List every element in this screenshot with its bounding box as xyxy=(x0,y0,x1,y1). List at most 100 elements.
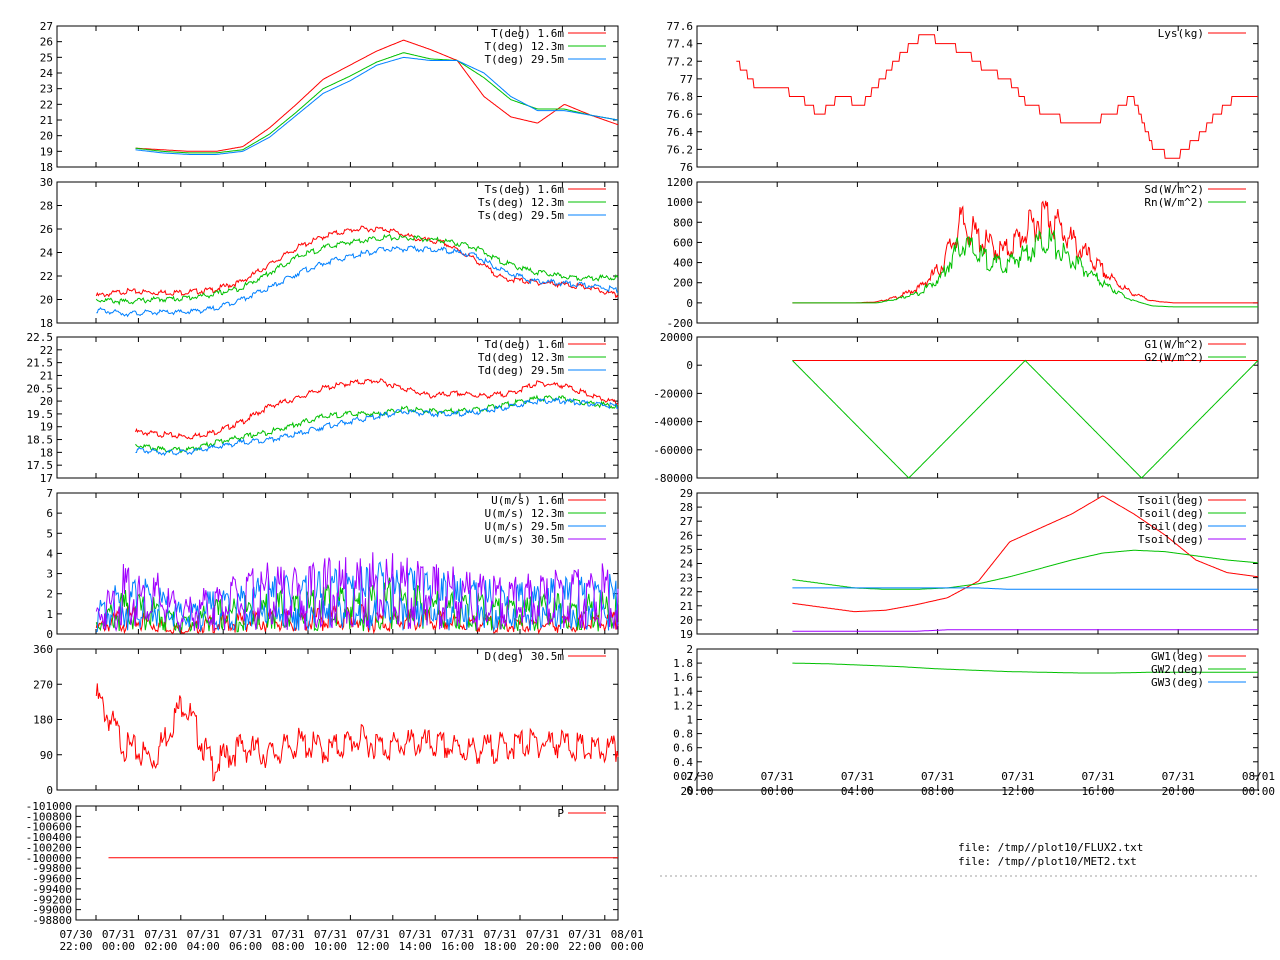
y-tick-label: 24 xyxy=(680,558,694,571)
panel-t: 27 26 25 24 23 22 21 20 19 18 T(deg) 1.6mT(deg) 12… xyxy=(40,20,619,174)
y-tick-label: 22.5 xyxy=(27,331,54,344)
x-tick-date: 07/31 xyxy=(229,928,262,941)
y-tick-label: 25 xyxy=(680,543,693,556)
y-tick-label: 22 xyxy=(40,344,53,357)
y-tick-label: 200 xyxy=(673,277,693,290)
legend-label: GW1(deg) xyxy=(1151,650,1204,663)
legend-label: Rn(W/m^2) xyxy=(1144,196,1204,209)
x-tick-time: 08:00 xyxy=(271,940,304,953)
y-tick-label: 1.6 xyxy=(673,671,693,684)
y-tick-label: 20 xyxy=(680,614,693,627)
series-line-ts-1 xyxy=(95,233,619,306)
x-tick-time: 18:00 xyxy=(483,940,516,953)
y-tick-label: 20 xyxy=(40,130,53,143)
y-tick-label: 0 xyxy=(46,784,53,797)
plot-frame xyxy=(56,648,619,791)
x-tick-date: 07/31 xyxy=(399,928,432,941)
legend-label: Tsoil(deg) xyxy=(1138,520,1204,533)
legend-label: Tsoil(deg) xyxy=(1138,494,1204,507)
series-line-td-1 xyxy=(135,394,619,454)
y-tick-label: 18 xyxy=(40,446,53,459)
y-tick-label: 0 xyxy=(686,784,693,797)
x-tick-time: 14:00 xyxy=(399,940,432,953)
y-tick-label: 1.4 xyxy=(673,685,693,698)
file-label-met: file: /tmp//plot10/MET2.txt xyxy=(958,855,1137,868)
series-line-u-3 xyxy=(95,552,619,632)
series-line-td-2 xyxy=(135,397,619,457)
series-line-ts-2 xyxy=(96,245,619,318)
legend-label: T(deg) 1.6m xyxy=(491,27,564,40)
y-tick-label: 90 xyxy=(40,749,53,762)
x-tick-date: 07/31 xyxy=(1001,770,1034,783)
series-line-rad-1 xyxy=(792,227,1258,308)
series-line-lys-0 xyxy=(736,34,1258,159)
legend-label: Td(deg) 29.5m xyxy=(478,364,564,377)
y-tick-label: 3 xyxy=(46,568,53,581)
y-tick-label: 27 xyxy=(680,515,693,528)
y-tick-label: -99000 xyxy=(32,904,72,917)
y-tick-label: 400 xyxy=(673,257,693,270)
panel-u: 7 6 5 4 3 2 1 0 U(m/s) 1.6mU(m/s) 12.3mU(m/s) 29… xyxy=(46,487,619,641)
y-tick-label: 77.6 xyxy=(667,20,694,33)
legend-label: Td(deg) 12.3m xyxy=(478,351,564,364)
y-tick-label: 21.5 xyxy=(27,357,54,370)
x-tick-date: 07/31 xyxy=(102,928,135,941)
x-tick-date: 07/31 xyxy=(1081,770,1114,783)
x-tick-time: 04:00 xyxy=(841,785,874,798)
legend-label: GW2(deg) xyxy=(1151,663,1204,676)
y-tick-label: 17.5 xyxy=(27,459,54,472)
y-tick-label: 1 xyxy=(686,714,693,727)
panel-lys: 77.6 77.4 77.2 77 76.8 76.6 76.4 76.2 76 Lys(kg) xyxy=(667,20,1259,174)
legend-label: Tsoil(deg) xyxy=(1138,533,1204,546)
panel-g: 20000 0 -20000 -40000 -60000 -80000 G1(W/m^2)G… xyxy=(653,331,1259,485)
panel-tsoil: 2928272625242322212019Tsoil(deg)Tsoil(de… xyxy=(680,487,1259,641)
series-line-t-1 xyxy=(135,52,619,154)
x-tick-date: 07/30 xyxy=(59,928,92,941)
panel-d: 360 270 180 90 0 D(deg) 30.5m xyxy=(33,643,619,797)
y-tick-label: 21 xyxy=(680,600,693,613)
y-tick-label: 1000 xyxy=(667,196,694,209)
series-line-g-1 xyxy=(792,359,1259,479)
x-tick-time: 20:00 xyxy=(1162,785,1195,798)
x-tick-date: 07/31 xyxy=(568,928,601,941)
y-tick-label: 22 xyxy=(40,98,53,111)
y-tick-label: -20000 xyxy=(653,387,693,400)
y-tick-label: 28 xyxy=(40,200,53,213)
x-tick-date: 07/31 xyxy=(761,770,794,783)
legend-label: Ts(deg) 12.3m xyxy=(478,196,564,209)
legend-label: GW3(deg) xyxy=(1151,676,1204,689)
y-tick-label: -100400 xyxy=(26,831,72,844)
series-line-t-2 xyxy=(135,56,619,155)
y-tick-label: 26 xyxy=(680,529,693,542)
y-tick-label: -100800 xyxy=(26,810,72,823)
y-tick-label: 0.4 xyxy=(673,756,693,769)
x-tick-time: 22:00 xyxy=(59,940,92,953)
y-tick-label: 20 xyxy=(40,294,53,307)
y-tick-label: 6 xyxy=(46,507,53,520)
y-tick-label: 29 xyxy=(680,487,693,500)
y-tick-label: 19 xyxy=(40,145,53,158)
y-tick-label: 360 xyxy=(33,643,53,656)
y-tick-label: 24 xyxy=(40,67,54,80)
x-tick-time: 10:00 xyxy=(314,940,347,953)
y-tick-label: -99200 xyxy=(32,893,72,906)
y-tick-label: 800 xyxy=(673,216,693,229)
x-tick-time: 00:00 xyxy=(1242,785,1275,798)
y-tick-label: 0 xyxy=(686,297,693,310)
y-tick-label: 1.2 xyxy=(673,699,693,712)
legend-label: U(m/s) 29.5m xyxy=(485,520,565,533)
series-line-tsoil-2 xyxy=(792,587,1258,590)
y-tick-label: 30 xyxy=(40,176,53,189)
y-tick-label: 77.4 xyxy=(667,38,694,51)
series-line-ts-0 xyxy=(95,225,619,299)
legend-label: Tsoil(deg) xyxy=(1138,507,1204,520)
y-tick-label: 0.8 xyxy=(673,728,693,741)
y-tick-label: 76.8 xyxy=(667,91,694,104)
y-tick-label: 76.6 xyxy=(667,108,694,121)
y-tick-label: 600 xyxy=(673,236,693,249)
y-tick-label: -99600 xyxy=(32,873,72,886)
x-tick-date: 07/31 xyxy=(187,928,220,941)
y-tick-label: 7 xyxy=(46,487,53,500)
x-tick-time: 16:00 xyxy=(1081,785,1114,798)
